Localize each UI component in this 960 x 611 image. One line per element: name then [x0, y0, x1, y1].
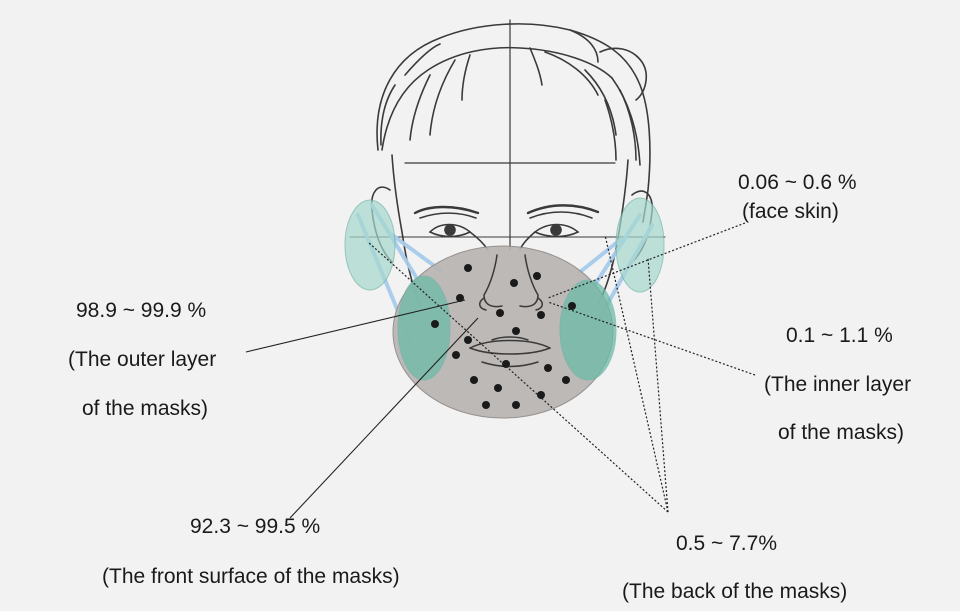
leader-front-surface [289, 317, 479, 519]
back-desc: (The back of the masks) [622, 580, 848, 603]
leader-lines [245, 222, 756, 519]
ear-pads [344, 197, 665, 381]
leader-back-3 [604, 234, 669, 513]
leader-back-2 [647, 257, 669, 513]
head-sketch [349, 19, 666, 306]
inner-layer-value: 0.1 ~ 1.1 % [786, 324, 893, 347]
outer-layer-desc-line2: of the masks) [82, 397, 209, 420]
back-value: 0.5 ~ 7.7% [676, 532, 777, 555]
leader-face-skin [547, 222, 746, 299]
front-surface-desc: (The front surface of the masks) [102, 565, 400, 588]
inner-layer-desc-line1: (The inner layer [764, 373, 912, 396]
face-skin-desc: (face skin) [742, 200, 839, 223]
leader-back-1 [367, 241, 669, 513]
outer-layer-value: 98.9 ~ 99.9 % [76, 299, 207, 322]
face-features [469, 254, 551, 368]
inner-layer-desc-line2: of the masks) [778, 421, 905, 444]
face-skin-value: 0.06 ~ 0.6 % [738, 171, 857, 194]
sample-dots [431, 264, 576, 409]
front-surface-value: 92.3 ~ 99.5 % [190, 515, 321, 538]
outer-layer-desc-line1: (The outer layer [68, 348, 217, 371]
leader-inner-layer [547, 301, 756, 376]
leader-outer-layer [245, 299, 466, 353]
